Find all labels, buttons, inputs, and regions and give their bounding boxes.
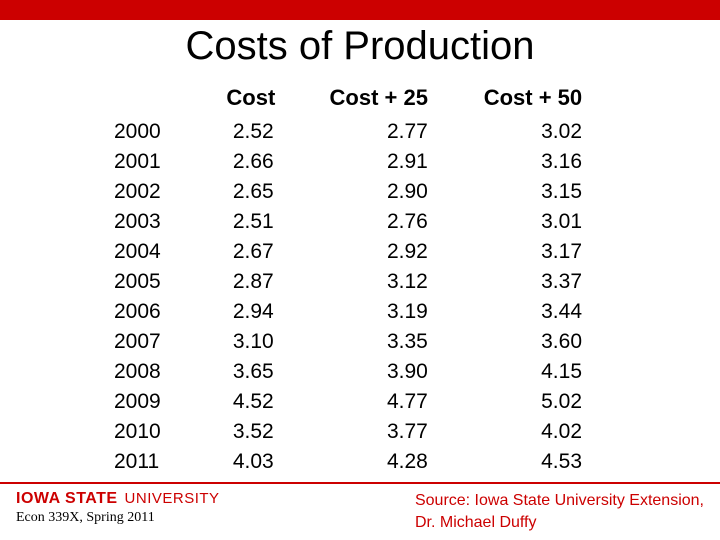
cell-value: 4.28	[302, 447, 456, 477]
cell-value: 5.02	[456, 387, 610, 417]
footer-content: IOWA STATE UNIVERSITY Econ 339X, Spring …	[0, 484, 720, 533]
cell-value: 3.16	[456, 147, 610, 177]
cell-value: 2.92	[302, 237, 456, 267]
top-accent-bar	[0, 0, 720, 20]
cell-value: 2.52	[200, 117, 302, 147]
course-label: Econ 339X, Spring 2011	[16, 510, 220, 526]
university-logo: IOWA STATE UNIVERSITY	[16, 490, 220, 508]
table-row: 20103.523.774.02	[110, 417, 610, 447]
cell-year: 2002	[110, 177, 200, 207]
cell-value: 3.37	[456, 267, 610, 297]
cell-value: 3.02	[456, 117, 610, 147]
cell-value: 3.35	[302, 327, 456, 357]
cell-value: 3.52	[200, 417, 302, 447]
cell-value: 3.44	[456, 297, 610, 327]
slide: Costs of Production Cost Cost + 25 Cost …	[0, 0, 720, 540]
cell-year: 2003	[110, 207, 200, 237]
cell-value: 4.52	[200, 387, 302, 417]
col-header-cost25: Cost + 25	[302, 83, 456, 117]
cell-value: 2.90	[302, 177, 456, 207]
logo-block: IOWA STATE UNIVERSITY Econ 339X, Spring …	[16, 490, 220, 526]
table-row: 20022.652.903.15	[110, 177, 610, 207]
cell-year: 2008	[110, 357, 200, 387]
source-line-1: Source: Iowa State University Extension,	[415, 490, 704, 512]
cell-value: 3.60	[456, 327, 610, 357]
cell-value: 2.94	[200, 297, 302, 327]
logo-light: UNIVERSITY	[125, 490, 220, 507]
cell-value: 4.02	[456, 417, 610, 447]
slide-title: Costs of Production	[0, 24, 720, 69]
cell-value: 3.90	[302, 357, 456, 387]
table-row: 20083.653.904.15	[110, 357, 610, 387]
table-row: 20002.522.773.02	[110, 117, 610, 147]
table-header-row: Cost Cost + 25 Cost + 50	[110, 83, 610, 117]
source-citation: Source: Iowa State University Extension,…	[415, 490, 704, 533]
cell-value: 3.77	[302, 417, 456, 447]
col-header-year	[110, 83, 200, 117]
cell-value: 4.15	[456, 357, 610, 387]
logo-bold: IOWA STATE	[16, 490, 118, 507]
table-row: 20073.103.353.60	[110, 327, 610, 357]
cell-year: 2007	[110, 327, 200, 357]
cell-year: 2010	[110, 417, 200, 447]
cell-value: 3.19	[302, 297, 456, 327]
cell-value: 2.76	[302, 207, 456, 237]
cell-value: 4.77	[302, 387, 456, 417]
cell-year: 2000	[110, 117, 200, 147]
cell-value: 2.77	[302, 117, 456, 147]
cell-value: 2.66	[200, 147, 302, 177]
table-row: 20012.662.913.16	[110, 147, 610, 177]
cell-value: 4.53	[456, 447, 610, 477]
cell-year: 2001	[110, 147, 200, 177]
table-body: 20002.522.773.0220012.662.913.1620022.65…	[110, 117, 610, 477]
cell-year: 2009	[110, 387, 200, 417]
table-row: 20062.943.193.44	[110, 297, 610, 327]
cell-value: 3.01	[456, 207, 610, 237]
cell-year: 2004	[110, 237, 200, 267]
cell-year: 2005	[110, 267, 200, 297]
cell-value: 2.65	[200, 177, 302, 207]
table-row: 20042.672.923.17	[110, 237, 610, 267]
col-header-cost50: Cost + 50	[456, 83, 610, 117]
cell-value: 2.87	[200, 267, 302, 297]
table-row: 20114.034.284.53	[110, 447, 610, 477]
col-header-cost: Cost	[200, 83, 302, 117]
table-row: 20052.873.123.37	[110, 267, 610, 297]
cell-value: 2.91	[302, 147, 456, 177]
source-line-2: Dr. Michael Duffy	[415, 512, 704, 534]
cell-year: 2011	[110, 447, 200, 477]
cell-year: 2006	[110, 297, 200, 327]
cost-table: Cost Cost + 25 Cost + 50 20002.522.773.0…	[110, 83, 610, 477]
cost-table-container: Cost Cost + 25 Cost + 50 20002.522.773.0…	[110, 83, 610, 477]
table-row: 20032.512.763.01	[110, 207, 610, 237]
cell-value: 2.67	[200, 237, 302, 267]
cell-value: 3.15	[456, 177, 610, 207]
cell-value: 2.51	[200, 207, 302, 237]
cell-value: 3.10	[200, 327, 302, 357]
cell-value: 3.12	[302, 267, 456, 297]
cell-value: 3.17	[456, 237, 610, 267]
footer: IOWA STATE UNIVERSITY Econ 339X, Spring …	[0, 482, 720, 540]
cell-value: 3.65	[200, 357, 302, 387]
table-row: 20094.524.775.02	[110, 387, 610, 417]
cell-value: 4.03	[200, 447, 302, 477]
